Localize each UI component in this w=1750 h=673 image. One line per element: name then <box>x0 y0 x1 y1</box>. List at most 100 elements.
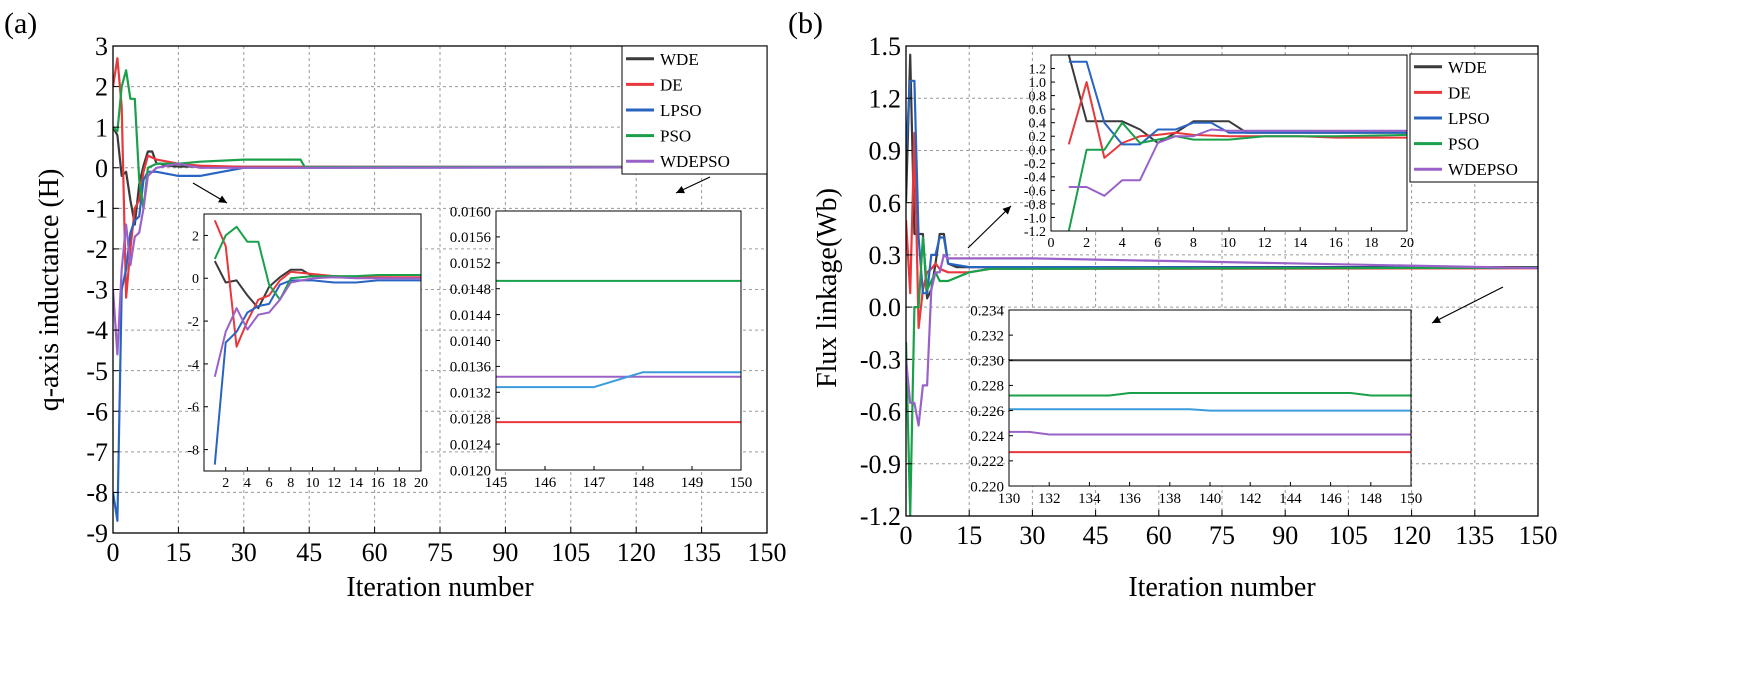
panel-b-inset1-ytick-label: -0.2 <box>1024 157 1046 172</box>
panel-a-xtick-label: 120 <box>617 538 656 567</box>
panel-a-inset2-ytick-label: 0.0136 <box>450 360 492 376</box>
panel-b-inset-early: 0 2 4 6 8 10 12 14 16 18 201.21.00.80.60.40.20.0-0… <box>1024 54 1414 251</box>
panel-b-inset2-xtick-label: 148 <box>1360 491 1383 507</box>
panel-b-inset1-ytick-label: 0.0 <box>1029 144 1047 159</box>
panel-a-inset1-xtick-label: 2 <box>222 476 229 491</box>
panel-b-arrow-late <box>1431 286 1504 324</box>
panel-a-inset2-ytick-label: 0.0128 <box>450 411 491 427</box>
panel-a-series-de <box>113 57 767 299</box>
panel-a-inset2-ytick-label: 0.0144 <box>450 308 492 324</box>
panel-a-series-group <box>113 57 767 522</box>
panel-b-inset2-xtick-label: 144 <box>1279 491 1302 507</box>
panel-a-series-lpso <box>113 166 767 522</box>
panel-b-legend-label-wdepso: WDEPSO <box>1448 160 1518 179</box>
panel-a-inset2-ytick-label: 0.0120 <box>450 463 491 479</box>
panel-a-inset1-ytick-label: -4 <box>187 358 199 373</box>
panel-b-inset2-ytick-label: 0.222 <box>970 454 1004 470</box>
panel-b-inset2-xtick-label: 136 <box>1118 491 1141 507</box>
panel-a-ytick-label: 1 <box>95 113 108 142</box>
panel-b-inset1-xtick-label: 2 <box>1083 236 1090 251</box>
panel-a-inset2-xtick-label: 145 <box>485 475 508 491</box>
panel-a-inset1-series-wdepso <box>213 276 421 378</box>
panel-b-inset2-ytick-label: 0.230 <box>970 354 1004 370</box>
panel-a-legend-label-wdepso: WDEPSO <box>660 152 730 171</box>
panel-a-inset1-xtick-label: 8 <box>287 476 294 491</box>
panel-b-ytick-label: 0.9 <box>869 137 902 166</box>
panel-a-ytick-label: -2 <box>86 235 108 264</box>
panel-a-xtick-label: 0 <box>107 538 120 567</box>
panel-b-inset1-series-lpso <box>1068 60 1407 146</box>
panel-a-inset1-xtick-label: 14 <box>349 476 363 491</box>
panel-a-inset1-ytick-label: -8 <box>187 443 199 458</box>
panel-b-inset1-series-group <box>1067 55 1407 231</box>
panel-a-xtick-label: 60 <box>362 538 388 567</box>
panel-b-xtick-label: 120 <box>1392 521 1431 550</box>
panel-b-arrow-early-head <box>1002 206 1011 215</box>
panel-a-inset1-xtick-label: 6 <box>266 476 273 491</box>
panel-a-arrow-late-head <box>676 186 685 194</box>
panel-b-arrow-early <box>967 205 1012 249</box>
panel-a-xtick-label: 150 <box>748 538 787 567</box>
panel-b-inset2-xtick-label: 134 <box>1078 491 1101 507</box>
panel-a-y-axis-label: q-axis inductance (H) <box>34 169 65 412</box>
panel-b-inset1-ytick-label: -0.6 <box>1024 184 1046 199</box>
panel-b-xtick-label: 30 <box>1019 521 1045 550</box>
panel-a-inset1-xtick-label: 16 <box>371 476 385 491</box>
panel-b-legend-label-lpso: LPSO <box>1448 109 1490 128</box>
panel-b-inset1-xtick-label: 18 <box>1364 236 1378 251</box>
panel-b-inset2-ytick-label: 0.234 <box>970 303 1004 319</box>
panel-b-inset2-xtick-label: 138 <box>1159 491 1182 507</box>
panel-a-inset2-ytick-label: 0.0140 <box>450 334 491 350</box>
panel-a-series-pso <box>113 69 767 210</box>
panel-b-inset1-ytick-label: 0.6 <box>1029 103 1047 118</box>
panel-a-legend-label-lpso: LPSO <box>660 101 702 120</box>
panel-a-ytick-label: -3 <box>86 276 108 305</box>
panel-b-xtick-label: 45 <box>1083 521 1109 550</box>
panel-a-legend-label-pso: PSO <box>660 127 691 146</box>
panel-a-inset2-plot-area <box>496 211 741 470</box>
panel-a-inset2-series-lpso <box>496 371 741 389</box>
panel-b-inset1-ytick-label: 1.0 <box>1029 76 1047 91</box>
panel-b-inset-late: 130 132 134 136 138 140 142 144 146 148 150 0.234 0.… <box>970 303 1422 507</box>
panel-b-ytick-label: 0.0 <box>869 293 902 322</box>
panel-b-inset1-xtick-label: 16 <box>1329 236 1343 251</box>
panel-a-inset1-xtick-label: 10 <box>306 476 320 491</box>
panel-b-inset1-ytick-label: 0.4 <box>1029 117 1047 132</box>
panel-a-inset2-xtick-label: 147 <box>583 475 606 491</box>
panel-b-inset1-series-wdepso <box>1068 128 1407 197</box>
panel-b-ytick-label: 1.2 <box>869 84 902 113</box>
panel-a-legend-label-de: DE <box>660 75 683 94</box>
panel-a-series-wdepso <box>113 162 767 356</box>
panel-b-y-axis-label: Flux linkage(Wb) <box>812 188 843 388</box>
panel-b-inset1-ytick-label: -1.0 <box>1024 211 1046 226</box>
panel-a-inset1-xtick-label: 20 <box>414 476 428 491</box>
panel-a-inset2-xtick-label: 149 <box>681 475 704 491</box>
panel-b-inset1-xtick-label: 14 <box>1293 236 1307 251</box>
panel-b-ytick-label: -0.3 <box>860 345 901 374</box>
panel-b-label: (b) <box>788 7 823 40</box>
panel-a-ytick-label: 0 <box>95 154 108 183</box>
panel-a-inset1-xtick-label: 12 <box>327 476 341 491</box>
panel-b-xtick-label: 60 <box>1146 521 1172 550</box>
panel-a-xtick-label: 135 <box>682 538 721 567</box>
panel-b-ytick-label: 0.3 <box>869 241 902 270</box>
panel-b-xtick-label: 15 <box>956 521 982 550</box>
panel-a-inset2-ytick-label: 0.0152 <box>450 256 491 272</box>
panel-a-inset2-xtick-label: 146 <box>534 475 557 491</box>
panel-b-inset1-xtick-label: 8 <box>1190 236 1197 251</box>
panel-b-inset1-ytick-label: -0.8 <box>1024 198 1046 213</box>
panel-b-xtick-label: 135 <box>1455 521 1494 550</box>
panel-b-inset1-ytick-label: -1.2 <box>1024 225 1046 240</box>
panel-a-inset1-ytick-label: 2 <box>192 229 199 244</box>
panel-b-ytick-label: -1.2 <box>860 502 901 531</box>
panel-b-arrow-late-head <box>1432 315 1441 323</box>
panel-b-inset2-ytick-label: 0.226 <box>970 404 1004 420</box>
panel-a-inset2-ytick-label: 0.0156 <box>450 230 492 246</box>
panel-a-inset1-series-group <box>213 220 421 465</box>
panel-b: (b)0 15 30 45 60 75 90 105 120 135 1501.51.20.90.6… <box>788 7 1558 603</box>
panel-a-inset2-ytick-label: 0.0160 <box>450 204 491 220</box>
panel-b-ytick-label: 1.5 <box>869 32 902 61</box>
panel-a-inset2-xtick-label: 150 <box>730 475 753 491</box>
panel-b-inset1-xtick-label: 0 <box>1048 236 1055 251</box>
